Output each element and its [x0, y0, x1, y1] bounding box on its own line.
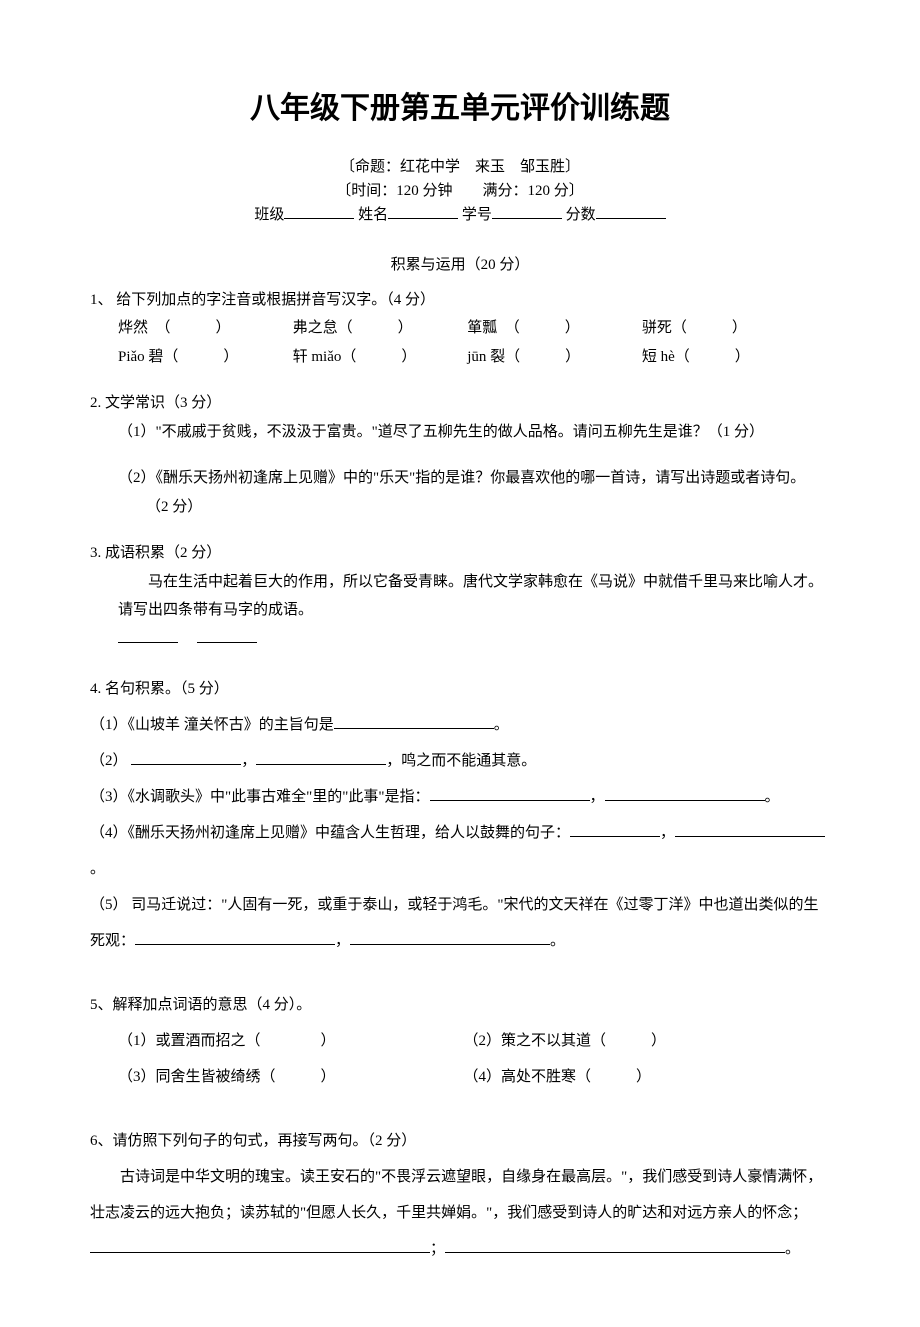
q5-a: （1）或置酒而招之（ ） — [118, 1023, 460, 1059]
meta-fields: 班级 姓名 学号 分数 — [90, 203, 830, 227]
class-label: 班级 — [254, 207, 284, 223]
q6-blank1 — [90, 1237, 430, 1253]
q1-r2-d: 短 hè（ ） — [642, 343, 813, 372]
q4-p3-blank2 — [605, 785, 765, 801]
q4-p3-head: （3）《水调歌头》中"此事古难全"里的"此事"是指： — [90, 789, 430, 805]
q4-p1-text: （1）《山坡羊 潼关怀古》的主旨句是 — [90, 717, 334, 733]
q4-p5b-head: 死观： — [90, 933, 135, 949]
idiom-blank-2 — [197, 627, 257, 643]
q5-stem: 5、解释加点词语的意思（4 分）。 — [90, 987, 830, 1023]
q2-p2b: （2 分） — [90, 493, 830, 522]
q1-row2: Piǎo 碧（ ） 轩 miǎo（ ） jūn 裂（ ） 短 hè（ ） — [90, 343, 830, 372]
q4-p4: （4）《酬乐天扬州初逢席上见赠》中蕴含人生哲理，给人以鼓舞的句子：，。 — [90, 815, 830, 887]
class-blank — [284, 203, 354, 219]
question-5: 5、解释加点词语的意思（4 分）。 （1）或置酒而招之（ ） （2）策之不以其道… — [90, 987, 830, 1095]
q1-r2-b: 轩 miǎo（ ） — [293, 343, 464, 372]
q1-row1: 烨然 （ ） 弗之怠（ ） 箪瓢 （ ） 骈死（ ） — [90, 314, 830, 343]
q4-p2: （2） ，，鸣之而不能通其意。 — [90, 743, 830, 779]
q4-p5a: （5） 司马迁说过："人固有一死，或重于泰山，或轻于鸿毛。"宋代的文天祥在《过零… — [90, 887, 830, 923]
q1-r1-a: 烨然 （ ） — [118, 314, 289, 343]
q4-p4-blank2 — [675, 821, 825, 837]
q2-stem: 2. 文学常识（3 分） — [90, 389, 830, 418]
section-heading: 积累与运用（20 分） — [90, 251, 830, 280]
name-label: 姓名 — [358, 207, 388, 223]
q4-p4-blank1 — [570, 821, 660, 837]
number-blank — [492, 203, 562, 219]
q6-stem: 6、请仿照下列句子的句式，再接写两句。（2 分） — [90, 1123, 830, 1159]
question-4: 4. 名句积累。（5 分） （1）《山坡羊 潼关怀古》的主旨句是。 （2） ，，… — [90, 671, 830, 959]
number-label: 学号 — [462, 207, 492, 223]
q6-blank2 — [445, 1237, 785, 1253]
q1-stem: 1、 给下列加点的字注音或根据拼音写汉字。（4 分） — [90, 286, 830, 315]
q4-p1: （1）《山坡羊 潼关怀古》的主旨句是。 — [90, 707, 830, 743]
exam-page: 八年级下册第五单元评价训练题 〔命题：红花中学 来玉 邹玉胜〕 〔时间：120 … — [0, 0, 920, 1327]
meta-time-score: 〔时间：120 分钟 满分：120 分〕 — [90, 179, 830, 203]
question-6: 6、请仿照下列句子的句式，再接写两句。（2 分） 古诗词是中华文明的瑰宝。读王安… — [90, 1123, 830, 1267]
q2-p1: （1）"不戚戚于贫贱，不汲汲于富贵。"道尽了五柳先生的做人品格。请问五柳先生是谁… — [90, 418, 830, 447]
q1-r1-c: 箪瓢 （ ） — [467, 314, 638, 343]
q4-p2-tail: ，鸣之而不能通其意。 — [386, 753, 536, 769]
q5-b: （2）策之不以其道（ ） — [464, 1023, 667, 1059]
q1-r1-d: 骈死（ ） — [642, 314, 813, 343]
q4-p5b: 死观：，。 — [90, 923, 830, 959]
q4-p2-blank1 — [131, 749, 241, 765]
q5-c: （3）同舍生皆被绮绣（ ） — [118, 1059, 460, 1095]
q4-p3: （3）《水调歌头》中"此事古难全"里的"此事"是指：，。 — [90, 779, 830, 815]
q5-row2: （3）同舍生皆被绮绣（ ） （4）高处不胜寒（ ） — [90, 1059, 830, 1095]
q6-body-wrap: 古诗词是中华文明的瑰宝。读王安石的"不畏浮云遮望眼，自缘身在最高层。"，我们感受… — [90, 1159, 830, 1267]
q4-p5-blank2 — [350, 929, 550, 945]
question-1: 1、 给下列加点的字注音或根据拼音写汉字。（4 分） 烨然 （ ） 弗之怠（ ）… — [90, 286, 830, 372]
q5-d: （4）高处不胜寒（ ） — [464, 1059, 652, 1095]
question-3: 3. 成语积累（2 分） 马在生活中起着巨大的作用，所以它备受青睐。唐代文学家韩… — [90, 539, 830, 653]
q3-body: 马在生活中起着巨大的作用，所以它备受青睐。唐代文学家韩愈在《马说》中就借千里马来… — [90, 568, 830, 625]
q4-p2-blank2 — [256, 749, 386, 765]
q4-p5-blank1 — [135, 929, 335, 945]
q1-r1-b: 弗之怠（ ） — [293, 314, 464, 343]
score-label: 分数 — [566, 207, 596, 223]
score-blank — [596, 203, 666, 219]
q5-row1: （1）或置酒而招之（ ） （2）策之不以其道（ ） — [90, 1023, 830, 1059]
q1-r2-a: Piǎo 碧（ ） — [118, 343, 289, 372]
q2-p2a: （2）《酬乐天扬州初逢席上见赠》中的"乐天"指的是谁？你最喜欢他的哪一首诗，请写… — [90, 464, 830, 493]
q3-stem: 3. 成语积累（2 分） — [90, 539, 830, 568]
page-title: 八年级下册第五单元评价训练题 — [90, 80, 830, 137]
idiom-blank-1 — [118, 627, 178, 643]
q4-stem: 4. 名句积累。（5 分） — [90, 671, 830, 707]
meta-source: 〔命题：红花中学 来玉 邹玉胜〕 — [90, 155, 830, 179]
q4-p3-blank1 — [430, 785, 590, 801]
q1-r2-c: jūn 裂（ ） — [467, 343, 638, 372]
q4-p1-blank — [334, 713, 494, 729]
q6-body: 古诗词是中华文明的瑰宝。读王安石的"不畏浮云遮望眼，自缘身在最高层。"，我们感受… — [90, 1169, 822, 1221]
q3-answer-blanks — [90, 625, 830, 654]
question-2: 2. 文学常识（3 分） （1）"不戚戚于贫贱，不汲汲于富贵。"道尽了五柳先生的… — [90, 389, 830, 521]
name-blank — [388, 203, 458, 219]
q4-p2-head: （2） — [90, 753, 128, 769]
q4-p4-head: （4）《酬乐天扬州初逢席上见赠》中蕴含人生哲理，给人以鼓舞的句子： — [90, 825, 570, 841]
